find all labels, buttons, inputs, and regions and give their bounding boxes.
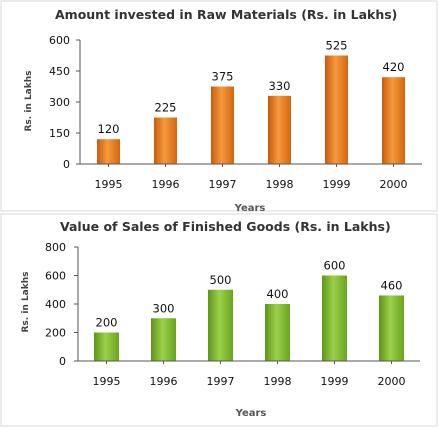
y-tick-label: 400: [45, 298, 66, 311]
chart-1-y-axis-label: Rs. in Lakhs: [24, 70, 34, 131]
data-label: 400: [267, 287, 289, 301]
x-tick-label: 1998: [264, 375, 292, 388]
chart-2-frame: [0, 213, 438, 427]
data-label: 420: [383, 60, 405, 74]
y-tick-label: 0: [63, 158, 70, 171]
chart-2-y-ticks: 0 200 400 600 800: [45, 241, 78, 368]
y-tick-label: 800: [45, 241, 66, 254]
y-tick-label: 600: [49, 34, 70, 47]
data-label: 500: [210, 273, 232, 287]
bar: [322, 275, 347, 361]
chart-1-y-ticks: 0 150 300 450 600: [49, 34, 80, 171]
x-tick-label: 1997: [207, 375, 235, 388]
x-tick-label: 2000: [378, 375, 406, 388]
bar: [94, 332, 119, 361]
data-label: 525: [326, 39, 348, 53]
y-tick-label: 600: [45, 270, 66, 283]
data-label: 120: [98, 122, 120, 136]
chart-2-title: Value of Sales of Finished Goods (Rs. in…: [60, 219, 391, 234]
chart-2-x-ticks: 1995 1996 1997 1998 1999 2000: [93, 361, 406, 388]
x-tick-label: 1996: [152, 178, 180, 191]
bar: [211, 86, 234, 164]
y-tick-label: 150: [49, 127, 70, 140]
chart-sales-finished-goods: Value of Sales of Finished Goods (Rs. in…: [0, 213, 438, 427]
data-label: 225: [155, 101, 177, 115]
bar: [97, 139, 120, 164]
chart-2-y-axis-label: Rs. in Lakhs: [21, 271, 31, 332]
bar: [382, 77, 405, 164]
chart-1-frame: [0, 0, 438, 212]
x-tick-label: 2000: [380, 178, 408, 191]
chart-2-x-axis-label: Years: [235, 408, 267, 419]
x-tick-label: 1995: [95, 178, 123, 191]
bar: [325, 55, 348, 164]
chart-2-bars: [94, 275, 404, 361]
bar: [379, 295, 404, 361]
y-tick-label: 0: [59, 355, 66, 368]
x-tick-label: 1995: [93, 375, 121, 388]
bar: [268, 95, 291, 164]
chart-1-x-ticks: 1995 1996 1997 1998 1999 2000: [95, 164, 408, 191]
data-label: 600: [324, 259, 346, 273]
chart-raw-materials: Amount invested in Raw Materials (Rs. in…: [0, 0, 438, 214]
bar: [208, 289, 233, 361]
data-label: 200: [96, 316, 118, 330]
chart-1-x-axis-label: Years: [234, 203, 266, 214]
y-tick-label: 300: [49, 96, 70, 109]
y-tick-label: 200: [45, 327, 66, 340]
bar: [154, 117, 177, 164]
y-tick-label: 450: [49, 65, 70, 78]
x-tick-label: 1997: [209, 178, 237, 191]
chart-1-bars: [97, 55, 405, 164]
x-tick-label: 1996: [150, 375, 178, 388]
x-tick-label: 1998: [266, 178, 294, 191]
chart-1-title: Amount invested in Raw Materials (Rs. in…: [55, 7, 397, 22]
bar: [151, 318, 176, 361]
data-label: 460: [381, 278, 403, 292]
x-tick-label: 1999: [323, 178, 351, 191]
data-label: 330: [269, 79, 291, 93]
data-label: 300: [153, 301, 175, 315]
chart-2-data-labels: 200 300 500 400 600 460: [96, 259, 403, 330]
data-label: 375: [212, 70, 234, 84]
chart-1-data-labels: 120 225 375 330 525 420: [98, 39, 405, 137]
bar: [265, 304, 290, 361]
x-tick-label: 1999: [321, 375, 349, 388]
